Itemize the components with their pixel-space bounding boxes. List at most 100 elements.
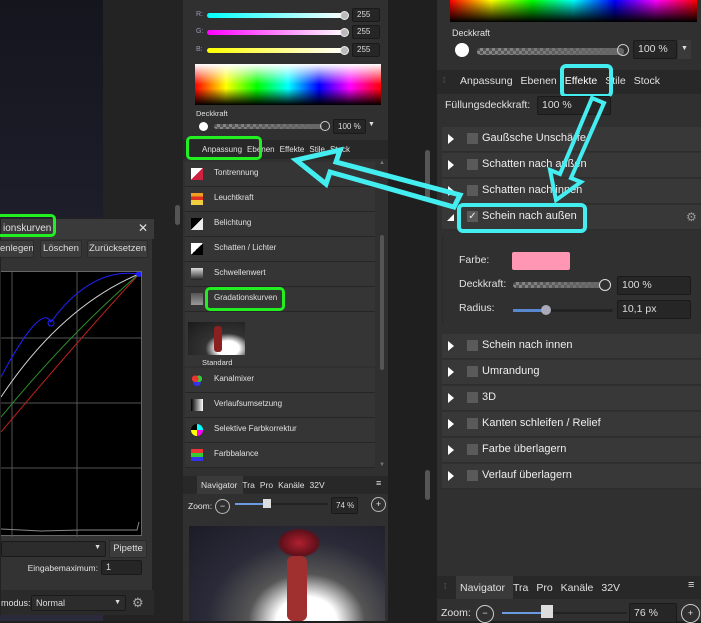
effect-row[interactable]: Umrandung [442, 360, 701, 385]
merge-button[interactable]: enlegen [0, 240, 34, 258]
tab-tra[interactable]: Tra [512, 582, 529, 594]
adjustment-item[interactable]: Leuchtkraft [185, 187, 375, 212]
zoom-field[interactable]: 74 % [331, 497, 358, 514]
effect-checkbox[interactable] [467, 470, 478, 481]
effect-checkbox[interactable] [467, 185, 478, 196]
adjustment-item[interactable]: Schatten / Lichter [185, 237, 375, 262]
menu-icon[interactable]: ≡ [688, 579, 695, 591]
tab-kanäle[interactable]: Kanäle [278, 480, 305, 490]
expand-icon[interactable] [448, 367, 454, 377]
zoom-slider-handle[interactable] [263, 499, 271, 508]
effect-row[interactable]: 3D [442, 386, 701, 411]
expand-icon[interactable] [448, 419, 454, 429]
channel-value[interactable]: 255 [352, 25, 380, 39]
color-spectrum[interactable] [195, 64, 381, 105]
close-icon[interactable]: ✕ [137, 221, 148, 235]
opacity-slider-handle[interactable] [320, 121, 330, 131]
effect-row[interactable]: Farbe überlagern [442, 438, 701, 463]
opacity-slider[interactable] [477, 48, 624, 55]
adjustment-item[interactable]: Kanalmixer [185, 368, 375, 393]
zoom-slider[interactable] [502, 612, 627, 614]
channel-slider-handle[interactable] [340, 28, 349, 37]
scrollbar[interactable] [175, 205, 180, 225]
gear-icon[interactable]: ⚙ [132, 595, 144, 610]
tab-32v[interactable]: 32V [601, 582, 621, 594]
zoom-in-icon[interactable]: + [371, 497, 386, 512]
glow-radius-field[interactable]: 10,1 px [617, 300, 691, 319]
effect-checkbox[interactable] [467, 133, 478, 144]
channel-slider-handle[interactable] [340, 46, 349, 55]
navigator-preview[interactable] [189, 526, 385, 621]
opacity-field[interactable]: 100 % [333, 119, 366, 134]
channel-dropdown[interactable]: ▼ [1, 541, 106, 557]
adjustment-item[interactable]: Belichtung [185, 212, 375, 237]
scroll-up-icon[interactable]: ▲ [379, 160, 385, 166]
channel-slider-handle[interactable] [340, 11, 349, 20]
tab-anpassung[interactable]: Anpassung [202, 145, 243, 154]
adjustment-item[interactable]: Verlaufsumsetzung [185, 393, 375, 418]
tab-stock[interactable]: Stock [633, 75, 660, 87]
tab-effekte[interactable]: Effekte [564, 75, 598, 87]
adjustment-item[interactable]: Schwellenwert [185, 262, 375, 287]
channel-slider[interactable] [207, 48, 345, 53]
tab-navigator[interactable]: Navigator [460, 582, 505, 594]
chevron-down-icon[interactable]: ▼ [368, 121, 375, 128]
color-swatch-icon[interactable] [199, 122, 208, 131]
opacity-field[interactable]: 100 % [633, 40, 677, 59]
opacity-slider[interactable] [214, 124, 322, 129]
glow-opacity-slider[interactable] [513, 282, 605, 288]
channel-slider[interactable] [207, 30, 345, 35]
zoom-slider-handle[interactable] [541, 605, 553, 618]
list-scrollbar[interactable] [380, 235, 384, 370]
tab-32v[interactable]: 32V [309, 480, 325, 490]
channel-slider[interactable] [207, 13, 345, 18]
expand-icon[interactable] [448, 160, 454, 170]
tab-tra[interactable]: Tra [242, 480, 255, 490]
effect-checkbox[interactable] [467, 392, 478, 403]
effect-checkbox[interactable] [467, 418, 478, 429]
expand-icon[interactable] [448, 393, 454, 403]
tab-anpassung[interactable]: Anpassung [460, 75, 513, 87]
tab-pro[interactable]: Pro [536, 582, 553, 594]
adjustment-item[interactable]: Farbbalance [185, 443, 375, 468]
delete-button[interactable]: Löschen [40, 240, 82, 258]
zoom-slider[interactable] [235, 503, 328, 505]
tab-pro[interactable]: Pro [259, 480, 274, 490]
channel-value[interactable]: 255 [352, 8, 380, 22]
expand-icon[interactable] [448, 341, 454, 351]
color-swatch-icon[interactable] [455, 43, 469, 57]
effect-row[interactable]: Schatten nach innen [442, 179, 701, 204]
scrollbar[interactable] [425, 470, 430, 500]
glow-opacity-handle[interactable] [599, 279, 611, 291]
effect-row[interactable]: Verlauf überlagern [442, 464, 701, 489]
opacity-slider-handle[interactable] [617, 44, 629, 56]
effect-checkbox[interactable] [467, 159, 478, 170]
grip-icon[interactable]: ⁞ [443, 76, 446, 85]
tab-effekte[interactable]: Effekte [279, 145, 305, 154]
zoom-out-icon[interactable]: − [215, 499, 230, 514]
expand-icon[interactable] [448, 134, 454, 144]
effect-row[interactable]: Kanten schleifen / Relief [442, 412, 701, 437]
reset-button[interactable]: Zurücksetzen [87, 240, 148, 258]
chevron-down-icon[interactable]: ▼ [678, 40, 691, 59]
glow-color-swatch[interactable] [512, 252, 570, 270]
expand-icon[interactable] [448, 471, 454, 481]
expand-icon[interactable] [448, 445, 454, 455]
channel-value[interactable]: 255 [352, 43, 380, 57]
grip-icon[interactable]: ⁞ [444, 582, 447, 591]
tab-ebenen[interactable]: Ebenen [520, 75, 557, 87]
tab-stile[interactable]: Stile [309, 145, 325, 154]
pipette-button[interactable]: Pipette [109, 540, 147, 558]
curves-plot[interactable] [0, 271, 142, 537]
input-max-field[interactable]: 1 [101, 560, 142, 575]
color-spectrum[interactable] [450, 0, 697, 22]
effect-checkbox[interactable] [467, 340, 478, 351]
curves-graph[interactable] [0, 271, 142, 537]
blend-mode-select[interactable]: Normal ▼ [31, 595, 126, 611]
glow-radius-slider[interactable] [513, 309, 613, 312]
scrollbar[interactable] [425, 150, 430, 200]
effect-row[interactable]: Schein nach innen [442, 334, 701, 359]
menu-icon[interactable]: ≡ [376, 478, 382, 488]
effect-checkbox[interactable]: ✓ [467, 211, 478, 222]
glow-radius-handle[interactable] [541, 305, 551, 315]
